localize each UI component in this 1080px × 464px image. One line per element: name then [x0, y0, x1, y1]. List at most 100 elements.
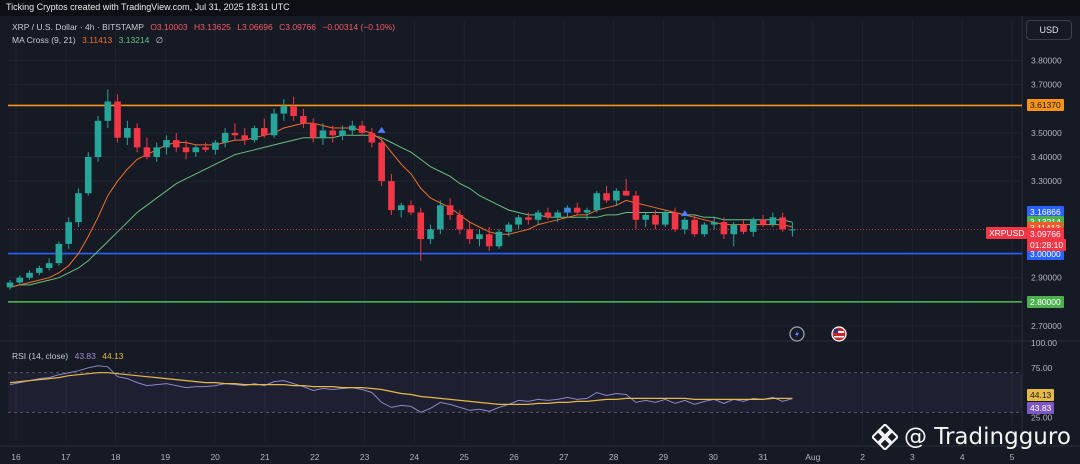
header-title: Ticking Cryptos created with TradingView… — [6, 2, 290, 12]
candle-body[interactable] — [192, 147, 200, 153]
candle-body[interactable] — [290, 106, 297, 116]
time-axis-label: 27 — [559, 452, 569, 462]
candle-body[interactable] — [280, 106, 288, 114]
candle-body[interactable] — [133, 128, 141, 148]
watermark: @ Tradingguro — [872, 424, 1071, 450]
candle-body[interactable] — [701, 224, 708, 235]
lightning-bolt — [795, 330, 799, 338]
candle-body[interactable] — [309, 123, 317, 138]
candle-body[interactable] — [515, 217, 522, 225]
candle-body[interactable] — [554, 212, 561, 218]
candle-body[interactable] — [759, 219, 767, 225]
candle-body[interactable] — [300, 115, 307, 124]
candle-body[interactable] — [427, 229, 434, 240]
candle-body[interactable] — [75, 193, 82, 223]
candle-body[interactable] — [124, 128, 131, 138]
candle-body[interactable] — [358, 125, 366, 133]
rsi-legend[interactable]: RSI (14, close) 43.83 44.13 — [12, 351, 128, 361]
candle-body[interactable] — [6, 282, 14, 288]
candle-body[interactable] — [368, 132, 376, 143]
candle-body[interactable] — [202, 147, 209, 150]
candle-body[interactable] — [153, 147, 160, 158]
candle-body[interactable] — [319, 130, 327, 138]
candle-body[interactable] — [671, 212, 679, 230]
candle-body[interactable] — [730, 224, 738, 235]
candle-body[interactable] — [661, 212, 669, 225]
candle-body[interactable] — [16, 277, 24, 283]
candle-body[interactable] — [143, 147, 151, 158]
candle-body[interactable] — [779, 217, 786, 230]
candle-body[interactable] — [231, 132, 239, 136]
candle-body[interactable] — [749, 219, 757, 232]
candle-body[interactable] — [613, 190, 620, 201]
candle-body[interactable] — [534, 212, 542, 220]
candle-body[interactable] — [388, 181, 395, 211]
candle-body[interactable] — [94, 120, 102, 158]
candle-body[interactable] — [769, 217, 777, 225]
candle-body[interactable] — [221, 132, 229, 143]
countdown-tag: 01:28:10 — [1027, 238, 1067, 251]
candle-body[interactable] — [485, 234, 493, 247]
candle-body[interactable] — [84, 157, 92, 194]
candle-body[interactable] — [241, 135, 249, 141]
ma-slow-value: 3.13214 — [118, 35, 150, 45]
candle-body[interactable] — [456, 214, 464, 230]
candle-body[interactable] — [212, 142, 219, 150]
candle-body[interactable] — [691, 219, 698, 235]
candle-body[interactable] — [544, 212, 552, 218]
symbol-legend[interactable]: XRP / U.S. Dollar · 4h · BITSTAMP O3.100… — [12, 22, 399, 32]
candle-body[interactable] — [55, 243, 63, 264]
candle-body[interactable] — [329, 130, 337, 136]
candle-body[interactable] — [26, 272, 33, 278]
candle-body[interactable] — [593, 193, 601, 211]
candle-body[interactable] — [505, 224, 513, 232]
candle-body[interactable] — [251, 128, 258, 141]
candle-body[interactable] — [622, 190, 630, 196]
candle-body[interactable] — [349, 125, 356, 131]
candle-body[interactable] — [603, 193, 610, 201]
candle-body[interactable] — [642, 214, 649, 220]
candle-body[interactable] — [495, 231, 503, 247]
candle-body[interactable] — [36, 268, 43, 273]
price-axis-label: 3.50000 — [1031, 128, 1062, 138]
candle-body[interactable] — [789, 229, 796, 231]
candle-body[interactable] — [270, 113, 278, 136]
candle-body[interactable] — [45, 263, 53, 269]
candle-body[interactable] — [437, 205, 444, 230]
candle-body[interactable] — [114, 101, 121, 138]
candle-body[interactable] — [583, 210, 591, 213]
candle-body[interactable] — [681, 219, 689, 230]
ma-cross-marker — [563, 206, 572, 213]
time-axis-label: 19 — [161, 452, 171, 462]
currency-button[interactable]: USD — [1026, 20, 1072, 40]
candle-body[interactable] — [525, 217, 532, 220]
time-axis-label: 16 — [11, 452, 21, 462]
candle-body[interactable] — [260, 128, 268, 136]
candle-body[interactable] — [397, 205, 405, 211]
candle-body[interactable] — [104, 101, 112, 121]
price-axis-label: 3.70000 — [1031, 80, 1062, 90]
candle-body[interactable] — [163, 140, 170, 148]
candle-body[interactable] — [740, 224, 747, 232]
candle-body[interactable] — [710, 222, 718, 225]
candle-body[interactable] — [632, 195, 640, 220]
candle-body[interactable] — [339, 130, 346, 136]
candle-body[interactable] — [407, 205, 415, 213]
ma-legend[interactable]: MA Cross (9, 21) 3.11413 3.13214 ∅ — [12, 35, 167, 46]
time-axis-label: 4 — [960, 452, 965, 462]
candle-body[interactable] — [182, 147, 190, 153]
candle-body[interactable] — [172, 140, 180, 148]
candle-body[interactable] — [476, 234, 483, 240]
candle-body[interactable] — [65, 222, 72, 244]
candle-body[interactable] — [417, 212, 425, 240]
candle-body[interactable] — [652, 214, 659, 225]
candle-body[interactable] — [446, 205, 454, 215]
candle-body[interactable] — [573, 207, 581, 213]
ma-fast-value: 3.11413 — [82, 35, 113, 45]
candle-body[interactable] — [378, 142, 385, 182]
candle-body[interactable] — [466, 229, 473, 240]
ohlc-open: O3.10003 — [150, 22, 188, 32]
lightning-icon[interactable] — [789, 326, 805, 342]
candle-body[interactable] — [720, 222, 728, 235]
